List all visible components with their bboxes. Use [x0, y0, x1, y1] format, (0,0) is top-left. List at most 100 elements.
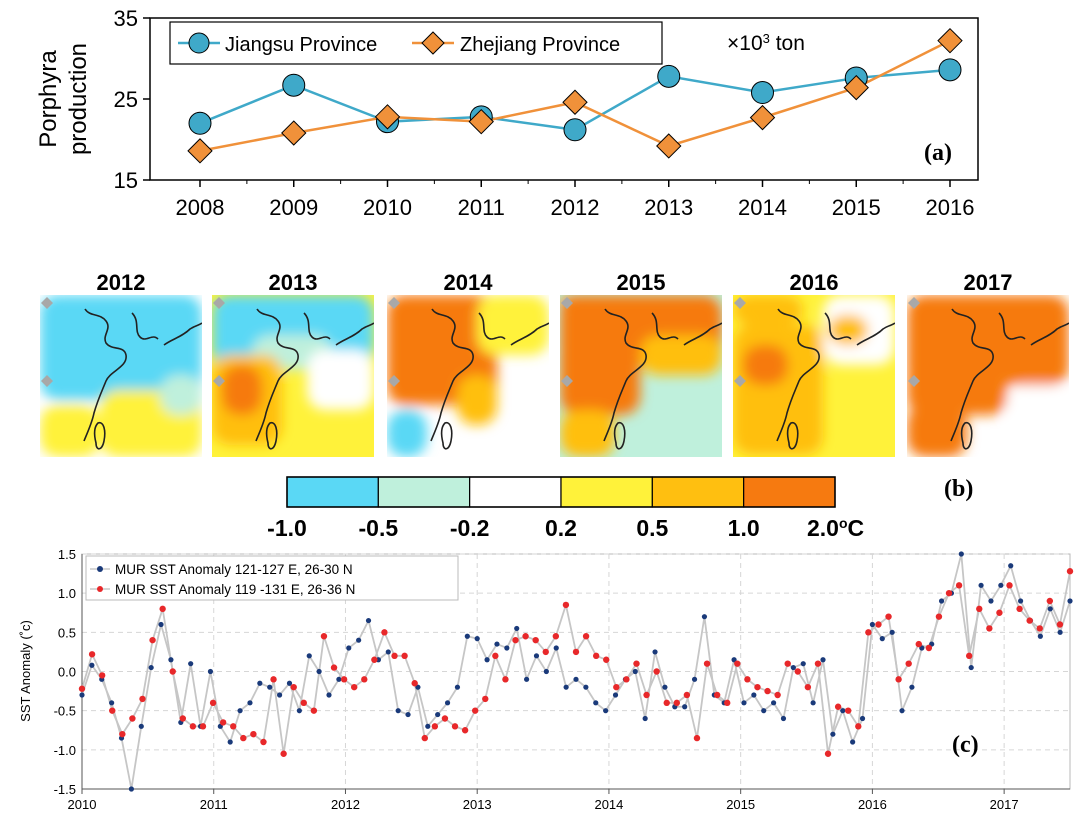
- panel-a-unit-label: ×103 ton: [727, 31, 805, 56]
- sst-anomaly-map: [907, 295, 1069, 457]
- map-year-label: 2013: [269, 270, 318, 295]
- island-outline: [613, 421, 626, 450]
- panel-a-x-tick-label: 2016: [926, 195, 975, 220]
- panel-c-point-119-131E: [734, 660, 741, 667]
- panel-c-point-121-127E: [879, 636, 885, 642]
- coastline: [510, 322, 549, 346]
- panel-c-point-119-131E: [532, 636, 539, 644]
- panel-c-point-119-131E: [522, 633, 529, 640]
- legend-marker-series2: [97, 586, 103, 592]
- panel-a-point-zhejiang: [656, 133, 682, 159]
- panel-c-point-121-127E: [435, 711, 441, 718]
- station-marker: [734, 297, 746, 309]
- map-anomaly-region: [560, 295, 610, 310]
- panel-a-point-zhejiang: [187, 138, 213, 164]
- panel-c-point-121-127E: [859, 715, 866, 722]
- coastline: [430, 308, 474, 442]
- panel-c-point-121-127E: [79, 692, 85, 698]
- panel-c-point-119-131E: [129, 715, 136, 722]
- panel-c-point-119-131E: [895, 676, 902, 683]
- panel-c-point-119-131E: [592, 652, 600, 660]
- panel-c-point-121-127E: [148, 664, 154, 671]
- panel-c-point-119-131E: [875, 621, 882, 628]
- coastline: [776, 308, 820, 442]
- panel-c-point-121-127E: [227, 739, 233, 745]
- panel-c-point-119-131E: [633, 660, 640, 667]
- panel-c-legend: MUR SST Anomaly 121-127 E, 26-30 N MUR S…: [85, 555, 459, 601]
- panel-c-point-121-127E: [1037, 633, 1043, 639]
- panel-c-point-121-127E: [158, 621, 164, 628]
- coastline: [335, 322, 374, 346]
- panel-c-point-119-131E: [300, 699, 307, 707]
- panel-c-point-119-131E: [1046, 597, 1054, 605]
- panel-a-production-chart: Porphyra production 15 25 35 2008 2009 2010 2…: [35, 6, 979, 220]
- panel-c-point-119-131E: [78, 685, 86, 692]
- panel-c-x-tick-label: 2015: [726, 797, 755, 812]
- coastline: [131, 312, 159, 340]
- map-year-label: 2017: [964, 270, 1013, 295]
- map-anomaly-region: [828, 315, 868, 345]
- station-marker: [213, 375, 225, 387]
- map-anomaly-region: [160, 375, 202, 415]
- panel-c-point-119-131E: [824, 750, 832, 757]
- panel-c-point-121-127E: [603, 708, 609, 714]
- panel-c-point-119-131E: [542, 648, 549, 656]
- panel-c-point-119-131E: [1056, 621, 1064, 628]
- panel-c-point-121-127E: [741, 700, 747, 706]
- panel-c-point-119-131E: [855, 723, 862, 730]
- panel-c-point-119-131E: [189, 723, 197, 730]
- legend-marker-series1: [97, 566, 103, 572]
- island-outline: [786, 421, 799, 450]
- panel-c-point-121-127E: [662, 684, 668, 690]
- panel-a-ylabel-line1: Porphyra: [35, 50, 62, 148]
- panel-c-point-121-127E: [207, 668, 214, 675]
- coastline: [603, 308, 647, 442]
- panel-a-x-tick-label: 2008: [176, 195, 225, 220]
- panel-a-x-tick-label: 2013: [644, 195, 693, 220]
- panel-a-point-zhejiang: [749, 104, 776, 131]
- panel-c-point-119-131E: [552, 633, 560, 640]
- panel-c-point-119-131E: [724, 699, 731, 707]
- panel-c-letter: (c): [952, 732, 979, 758]
- station-marker: [388, 297, 400, 309]
- panel-c-point-119-131E: [340, 676, 348, 683]
- panel-c-point-119-131E: [1026, 617, 1033, 624]
- colorbar-segment: [377, 476, 471, 508]
- panel-c-point-121-127E: [474, 636, 480, 642]
- panel-c-point-121-127E: [237, 708, 243, 714]
- island-outline: [93, 421, 106, 450]
- panel-c-point-119-131E: [139, 695, 146, 703]
- panel-c-point-121-127E: [889, 629, 895, 635]
- sst-anomaly-map: [560, 295, 722, 457]
- panel-c-point-119-131E: [391, 652, 398, 660]
- panel-c-y-tick-label: 1.0: [58, 586, 76, 601]
- panel-c-sst-timeseries: -1.5 -1.0 -0.5 0.0 0.5 1.0 1.5 2010 2011 2012 201…: [18, 547, 1074, 812]
- panel-a-letter: (a): [924, 140, 952, 166]
- panel-c-point-121-127E: [652, 649, 658, 655]
- panel-c-point-119-131E: [693, 734, 701, 742]
- panel-c-point-119-131E: [784, 660, 791, 667]
- colorbar-segment: [560, 476, 653, 508]
- panel-c-point-121-127E: [820, 657, 826, 663]
- panel-a-point-jiangsu: [751, 81, 774, 105]
- panel-c-point-119-131E: [562, 601, 570, 609]
- panel-c-x-tick-label: 2013: [463, 797, 492, 812]
- panel-c-point-119-131E: [290, 683, 297, 691]
- panel-c-point-119-131E: [219, 719, 227, 726]
- panel-c-x-tick-label: 2014: [594, 797, 623, 812]
- colorbar-segment: [286, 476, 379, 508]
- map-year-label: 2012: [97, 270, 146, 295]
- panel-c-point-119-131E: [885, 613, 892, 620]
- panel-c-point-121-127E: [524, 676, 530, 682]
- panel-a-y-tick-label: 25: [114, 87, 138, 112]
- panel-c-point-121-127E: [128, 786, 134, 792]
- panel-c-point-119-131E: [149, 636, 156, 644]
- panel-c-point-121-127E: [642, 715, 648, 722]
- panel-c-point-121-127E: [583, 684, 589, 690]
- panel-c-point-119-131E: [945, 589, 953, 597]
- panel-c-point-121-127E: [563, 684, 569, 690]
- panel-c-point-119-131E: [209, 699, 217, 707]
- colorbar-unit: C: [848, 515, 865, 541]
- panel-c-point-119-131E: [1036, 625, 1043, 632]
